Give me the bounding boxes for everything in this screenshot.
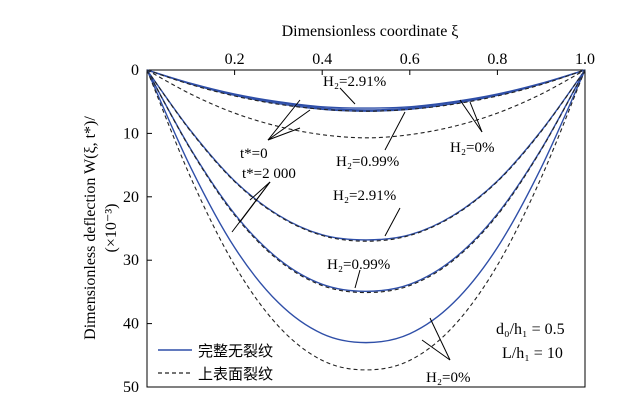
y-axis: 0 10 20 30 40 50 — [123, 62, 152, 396]
series-line-cracked — [146, 69, 586, 294]
y-axis-title-line-1: Dimensionless deflection W(ξ, t*)/ — [82, 116, 99, 340]
y-tick-label: 10 — [123, 125, 139, 142]
y-tick-label: 30 — [123, 252, 139, 269]
annotation-arrows — [231, 87, 483, 361]
series-line-cracked — [146, 69, 586, 371]
y-tick-label: 0 — [131, 62, 139, 79]
series-line-intact — [146, 69, 586, 112]
x-tick-label: 0.4 — [312, 51, 332, 68]
y-axis-title: Dimensionless deflection W(ξ, t*)/ (×10⁻… — [82, 116, 120, 340]
y-axis-title-line-2: (×10⁻³) — [103, 204, 120, 253]
series-line-cracked — [146, 69, 586, 139]
annotation-h2-099-top: H₂=0.99% — [336, 154, 399, 170]
y-tick-label: 20 — [123, 189, 139, 206]
legend-label-intact: 完整无裂纹 — [198, 342, 273, 360]
x-axis: 0.2 0.4 0.6 0.8 1.0 — [225, 51, 595, 75]
legend-item-intact: 完整无裂纹 — [158, 342, 273, 360]
series-line-intact — [146, 69, 586, 344]
legend-label-cracked: 上表面裂纹 — [198, 365, 273, 383]
annotation-h2-0-top: H₂=0% — [450, 140, 495, 156]
series-line-cracked — [146, 69, 586, 242]
annotation-h2-291-mid: H₂=2.91% — [333, 188, 396, 204]
parameter-l-h1: L/h₁ = 10 — [502, 345, 563, 362]
annotations: H₂=2.91% t*=0 t*=2 000 H₂=0.99% H₂=0% H₂… — [240, 74, 495, 386]
legend: 完整无裂纹 上表面裂纹 — [158, 342, 273, 383]
y-tick-label: 50 — [123, 379, 139, 396]
x-tick-label: 0.8 — [487, 51, 507, 68]
series-layer — [146, 69, 586, 371]
annotation-h2-291-top: H₂=2.91% — [323, 74, 386, 90]
x-tick-label: 0.6 — [400, 51, 420, 68]
annotation-h2-099-mid: H₂=0.99% — [327, 257, 390, 273]
x-tick-label: 1.0 — [575, 51, 595, 68]
annotation-t0: t*=0 — [240, 146, 268, 162]
series-line-intact — [146, 69, 586, 292]
parameter-d0-h1: d₀/h₁ = 0.5 — [496, 321, 565, 338]
annotation-t2000: t*=2 000 — [242, 166, 296, 182]
x-axis-title: Dimensionless coordinate ξ — [282, 23, 459, 40]
legend-item-cracked: 上表面裂纹 — [158, 365, 273, 383]
x-tick-label: 0.2 — [225, 51, 245, 68]
y-tick-label: 40 — [123, 316, 139, 333]
series-line-cracked — [146, 69, 586, 112]
parameters: d₀/h₁ = 0.5 L/h₁ = 10 — [496, 321, 565, 362]
annotation-h2-0-bottom: H₂=0% — [426, 370, 471, 386]
plot-frame — [146, 69, 586, 388]
